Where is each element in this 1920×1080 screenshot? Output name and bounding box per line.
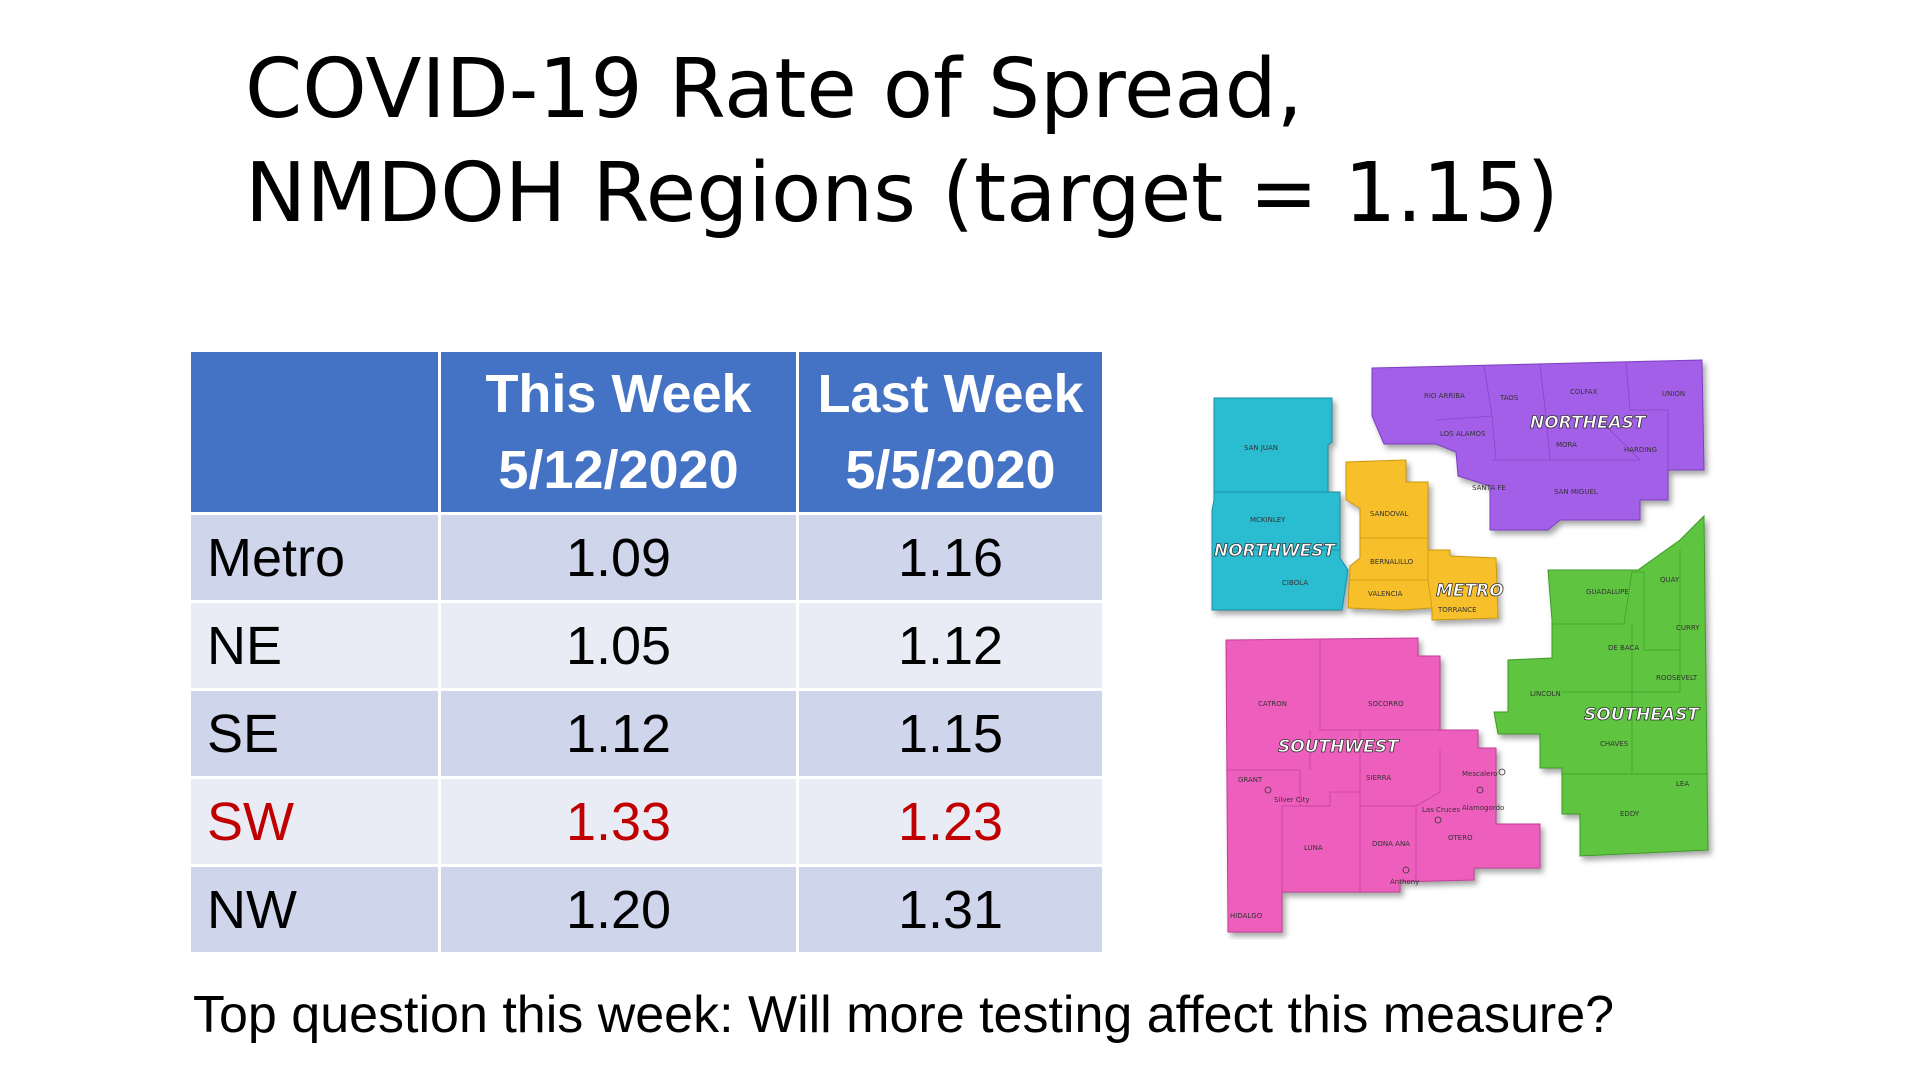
header-region-column: [188, 349, 441, 515]
footer-question: Top question this week: Will more testin…: [193, 986, 1615, 1044]
region-label-northwest: NORTHWEST: [1214, 541, 1336, 561]
county-label-grant: GRANT: [1238, 776, 1263, 784]
this-week-value-cell: 1.33: [438, 776, 799, 867]
county-label-cibola: CIBOLA: [1282, 579, 1308, 587]
county-label-harding: HARDING: [1624, 446, 1657, 454]
rate-of-spread-table: This Week 5/12/2020 Last Week 5/5/2020 M…: [188, 349, 1105, 955]
region-name-cell: SW: [188, 776, 441, 867]
city-label-mescalero: Mescalero: [1462, 770, 1497, 778]
northwest-region-shape: [1211, 397, 1349, 611]
city-label-anthony: Anthony: [1390, 878, 1419, 886]
county-label-luna: LUNA: [1304, 844, 1323, 852]
table-row: SE 1.12 1.15: [188, 688, 1105, 779]
county-label-taos: TAOS: [1499, 394, 1519, 402]
slide-title: COVID-19 Rate of Spread, NMDOH Regions (…: [245, 38, 1745, 246]
last-week-value-cell: 1.23: [796, 776, 1105, 867]
county-label-torrance: TORRANCE: [1437, 606, 1477, 614]
this-week-value-cell: 1.12: [438, 688, 799, 779]
southwest-region-shape: [1225, 637, 1541, 933]
header-this-week-date: 5/12/2020: [498, 440, 739, 500]
metro-region: SANDOVAL BERNALILLO VALENCIA TORRANCE ME…: [1345, 459, 1504, 621]
county-label-otero: OTERO: [1448, 834, 1473, 842]
county-label-catron: CATRON: [1258, 700, 1287, 708]
southeast-region-shape: [1493, 514, 1709, 857]
header-last-week-date: 5/5/2020: [845, 440, 1056, 500]
header-this-week-label: This Week: [485, 364, 752, 424]
title-line-1: COVID-19 Rate of Spread,: [245, 42, 1303, 137]
county-label-los-alamos: LOS ALAMOS: [1440, 430, 1486, 438]
region-label-northeast: NORTHEAST: [1530, 413, 1647, 433]
county-label-curry: CURRY: [1676, 624, 1700, 632]
city-label-alamogordo: Alamogordo: [1462, 804, 1504, 812]
county-label-lincoln: LINCOLN: [1530, 690, 1561, 698]
northwest-region: SAN JUAN MCKINLEY CIBOLA NORTHWEST: [1211, 397, 1349, 611]
county-label-hidalgo: HIDALGO: [1230, 912, 1263, 920]
county-label-guadalupe: GUADALUPE: [1586, 588, 1629, 596]
header-this-week: This Week 5/12/2020: [438, 349, 799, 515]
county-label-roosevelt: ROOSEVELT: [1656, 674, 1698, 682]
last-week-value-cell: 1.31: [796, 864, 1105, 955]
southwest-region: CATRON SOCORRO GRANT SIERRA LUNA DONA AN…: [1225, 637, 1541, 933]
last-week-value-cell: 1.15: [796, 688, 1105, 779]
table-row: NE 1.05 1.12: [188, 600, 1105, 691]
nmdoh-region-map: SAN JUAN MCKINLEY CIBOLA NORTHWEST RIO A…: [1211, 359, 1709, 933]
table-row: Metro 1.09 1.16: [188, 512, 1105, 603]
last-week-value-cell: 1.16: [796, 512, 1105, 603]
county-label-rio-arriba: RIO ARRIBA: [1424, 392, 1465, 400]
county-label-eddy: EDDY: [1620, 810, 1640, 818]
northeast-region: RIO ARRIBA TAOS COLFAX UNION LOS ALAMOS …: [1371, 359, 1705, 531]
header-last-week: Last Week 5/5/2020: [796, 349, 1105, 515]
northeast-region-shape: [1371, 359, 1705, 531]
region-name-cell: Metro: [188, 512, 441, 603]
county-label-mora: MORA: [1556, 441, 1577, 449]
this-week-value-cell: 1.20: [438, 864, 799, 955]
county-label-valencia: VALENCIA: [1368, 590, 1403, 598]
header-last-week-label: Last Week: [817, 364, 1084, 424]
region-label-southwest: SOUTHWEST: [1278, 737, 1400, 757]
region-label-metro: METRO: [1436, 581, 1504, 601]
county-label-bernalillo: BERNALILLO: [1370, 558, 1414, 566]
county-label-mckinley: MCKINLEY: [1250, 516, 1286, 524]
county-label-san-miguel: SAN MIGUEL: [1554, 488, 1598, 496]
table-row: NW 1.20 1.31: [188, 864, 1105, 955]
city-label-silver-city: Silver City: [1274, 796, 1310, 804]
region-label-southeast: SOUTHEAST: [1584, 705, 1700, 725]
region-name-cell: NW: [188, 864, 441, 955]
region-name-cell: SE: [188, 688, 441, 779]
county-label-san-juan: SAN JUAN: [1244, 444, 1278, 452]
county-label-socorro: SOCORRO: [1368, 700, 1404, 708]
county-label-de-baca: DE BACA: [1608, 644, 1639, 652]
region-name-cell: NE: [188, 600, 441, 691]
county-label-chaves: CHAVES: [1600, 740, 1629, 748]
city-label-las-cruces: Las Cruces: [1422, 806, 1460, 814]
county-label-union: UNION: [1662, 390, 1685, 398]
county-label-sierra: SIERRA: [1366, 774, 1391, 782]
table-row: SW 1.33 1.23: [188, 776, 1105, 867]
county-label-colfax: COLFAX: [1570, 388, 1597, 396]
this-week-value-cell: 1.09: [438, 512, 799, 603]
southeast-region: GUADALUPE QUAY CURRY DE BACA ROOSEVELT L…: [1493, 514, 1709, 857]
last-week-value-cell: 1.12: [796, 600, 1105, 691]
county-label-dona-ana: DONA ANA: [1372, 840, 1410, 848]
county-label-santa-fe: SANTA FE: [1472, 484, 1506, 492]
title-line-2: NMDOH Regions (target = 1.15): [245, 146, 1559, 241]
county-label-sandoval: SANDOVAL: [1370, 510, 1409, 518]
this-week-value-cell: 1.05: [438, 600, 799, 691]
county-label-quay: QUAY: [1660, 576, 1680, 584]
table-header-row: This Week 5/12/2020 Last Week 5/5/2020: [188, 349, 1105, 515]
county-label-lea: LEA: [1676, 780, 1689, 788]
